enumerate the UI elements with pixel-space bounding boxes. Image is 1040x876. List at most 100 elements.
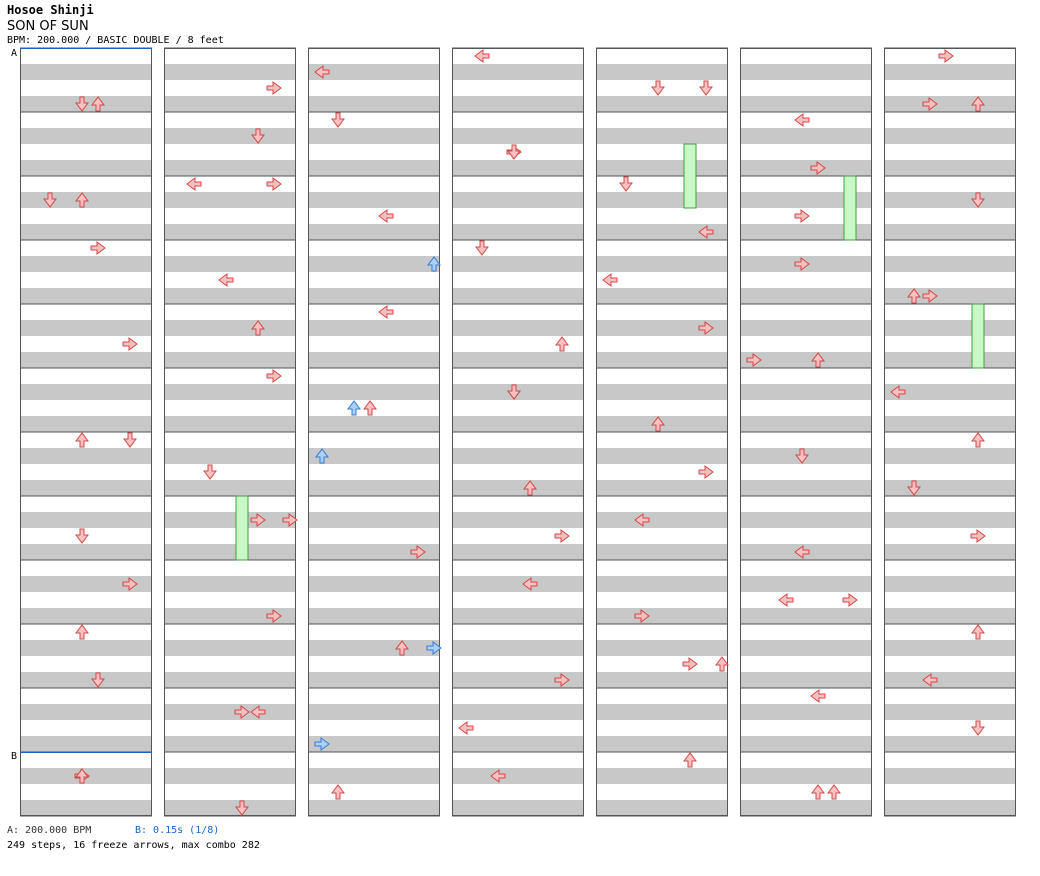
stripe [452,800,584,816]
stripe [596,384,728,400]
stripe [164,448,296,464]
step-arrow [555,336,569,352]
step-arrow [811,784,825,800]
stripe [164,704,296,720]
freeze-arrow [971,303,985,369]
stripe [884,640,1016,656]
step-arrow [474,49,490,63]
step-arrow [554,529,570,543]
stripe [308,288,440,304]
stripe [20,448,152,464]
step-arrow [794,545,810,559]
stripe [308,672,440,688]
stripe [20,544,152,560]
stripe [164,288,296,304]
stripe [308,736,440,752]
footer-bpm: A: 200.000 BPM [7,825,92,836]
stripe [308,416,440,432]
step-arrow [682,657,698,671]
stripe [20,800,152,816]
stripe [452,480,584,496]
stripe [452,192,584,208]
step-arrow [522,577,538,591]
stripe [164,160,296,176]
stripe [20,512,152,528]
stripe [884,224,1016,240]
step-arrow [971,720,985,736]
stripe [308,448,440,464]
stripe [164,224,296,240]
stripe [596,160,728,176]
step-arrow [810,689,826,703]
step-arrow [699,80,713,96]
stripe [596,704,728,720]
stripe [596,576,728,592]
stripe [884,384,1016,400]
stripe [452,320,584,336]
stripe [740,704,872,720]
stripe [596,320,728,336]
stripe [308,224,440,240]
step-arrow [122,577,138,591]
stripe [452,64,584,80]
stripe [20,576,152,592]
stripe [884,544,1016,560]
stripe [20,704,152,720]
stripe [164,192,296,208]
stripe [884,576,1016,592]
step-arrow [698,321,714,335]
step-arrow [619,176,633,192]
freeze-arrow [843,175,857,241]
stripe [452,96,584,112]
step-arrow [922,97,938,111]
stripe [308,704,440,720]
step-arrow [810,161,826,175]
stripe [20,608,152,624]
stripe [596,736,728,752]
song-artist: Hosoe Shinji [7,3,94,17]
stripe [884,448,1016,464]
stripe [452,672,584,688]
stripe [596,672,728,688]
stripe [164,800,296,816]
stripe [884,608,1016,624]
stripe [884,416,1016,432]
stripe [20,288,152,304]
step-arrow [347,400,361,416]
stripe [596,288,728,304]
freeze-arrow [683,143,697,209]
step-arrow [715,656,729,672]
stripe [740,800,872,816]
step-arrow [266,177,282,191]
stripe [596,128,728,144]
stripe [740,416,872,432]
stripe [740,384,872,400]
step-arrow [235,800,249,816]
step-arrow [75,528,89,544]
step-arrow [971,624,985,640]
column-border [740,48,872,816]
stripe [884,128,1016,144]
step-arrow [378,209,394,223]
stripe [740,64,872,80]
stripe [884,288,1016,304]
step-arrow [507,144,521,160]
stripe [308,320,440,336]
column-border [452,48,584,816]
stripe [596,544,728,560]
step-arrow [90,241,106,255]
step-arrow [91,672,105,688]
stripe [740,192,872,208]
stripe [164,672,296,688]
step-arrow [890,385,906,399]
stripe [884,352,1016,368]
stripe [740,288,872,304]
stripe [884,256,1016,272]
step-arrow [266,369,282,383]
step-arrow [827,784,841,800]
step-arrow [971,432,985,448]
stripe [596,352,728,368]
stripe [164,320,296,336]
stripe [20,224,152,240]
